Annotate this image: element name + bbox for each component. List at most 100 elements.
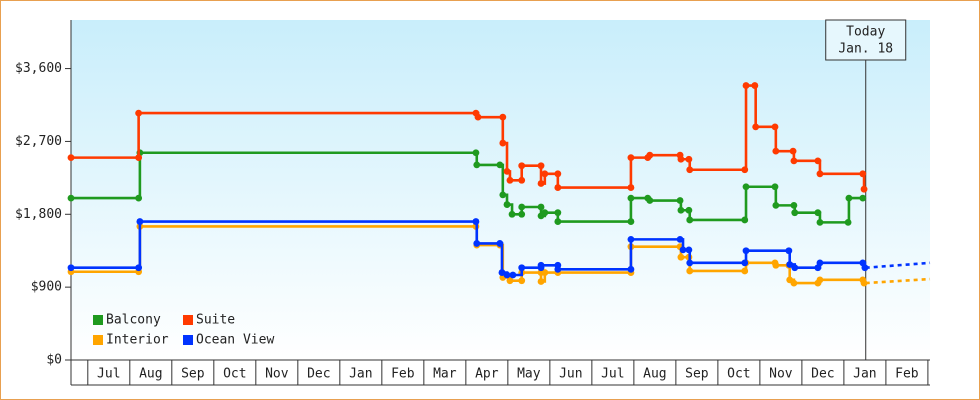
point: [135, 194, 143, 202]
point: [518, 264, 526, 272]
point: [627, 235, 635, 243]
point: [503, 201, 511, 208]
point: [508, 210, 516, 218]
point: [786, 261, 794, 268]
point: [860, 185, 868, 193]
plot-area: [71, 20, 930, 360]
y-tick-label: $0: [46, 353, 62, 368]
point: [541, 170, 549, 178]
today-label: Jan. 18: [838, 42, 893, 57]
legend-swatch: [93, 315, 103, 325]
point: [627, 218, 635, 225]
x-tick-label: Sep: [685, 367, 709, 382]
x-tick-label: Oct: [223, 367, 246, 382]
point: [506, 277, 514, 285]
point: [67, 264, 75, 272]
x-tick-label: Feb: [895, 367, 919, 382]
point: [537, 278, 545, 285]
point: [554, 170, 562, 178]
point: [741, 259, 749, 267]
point: [859, 194, 867, 202]
point: [518, 210, 526, 218]
x-tick-label: Jul: [97, 367, 120, 382]
projection-line: [865, 277, 931, 285]
point: [686, 267, 694, 275]
point: [686, 166, 694, 174]
point: [790, 279, 798, 287]
point: [499, 139, 507, 147]
point: [816, 218, 824, 226]
point: [537, 162, 545, 170]
point: [472, 149, 480, 157]
point: [791, 209, 799, 217]
x-tick-label: Nov: [265, 367, 289, 382]
legend-swatch: [183, 315, 193, 325]
point: [789, 147, 797, 155]
point: [498, 269, 506, 276]
x-tick-label: May: [517, 367, 541, 382]
point: [537, 180, 545, 187]
point: [816, 276, 824, 284]
point: [135, 109, 143, 117]
point: [646, 151, 654, 159]
legend-label: Interior: [106, 333, 169, 348]
point: [503, 167, 511, 175]
point: [751, 82, 759, 89]
point: [685, 246, 693, 254]
point: [742, 183, 750, 191]
x-tick-label: Apr: [475, 367, 499, 382]
point: [742, 82, 750, 89]
point: [472, 218, 480, 225]
point: [627, 194, 635, 202]
point: [496, 161, 504, 169]
point: [686, 216, 694, 224]
projection-line: [865, 261, 931, 270]
point: [679, 246, 687, 254]
point: [67, 194, 75, 202]
point: [685, 155, 693, 163]
point: [814, 157, 822, 165]
legend-swatch: [93, 335, 103, 345]
x-tick-label: Jan: [853, 367, 876, 382]
point: [518, 277, 526, 285]
legend-label: Suite: [196, 313, 235, 328]
point: [518, 176, 526, 184]
point: [844, 218, 852, 226]
layer: $0 $900 $1,800 $2,700 $3,600 Jul Aug Sep Oct Nov D…: [15, 19, 931, 386]
point: [816, 259, 824, 267]
x-tick-label: Jun: [559, 367, 582, 382]
point: [499, 113, 507, 121]
point: [541, 269, 549, 276]
point: [676, 197, 684, 204]
point: [741, 267, 749, 275]
point: [742, 247, 750, 255]
x-tick-label: Aug: [139, 367, 162, 382]
point: [859, 170, 867, 178]
point: [537, 261, 545, 269]
point: [860, 279, 868, 287]
point: [677, 206, 685, 214]
point: [518, 203, 526, 211]
legend-swatch: [183, 335, 193, 345]
point: [496, 240, 504, 247]
x-tick-label: Oct: [727, 367, 750, 382]
x-tick-label: Mar: [433, 367, 457, 382]
point: [503, 271, 511, 279]
point: [627, 184, 635, 191]
point: [135, 154, 143, 162]
point: [791, 264, 799, 272]
point: [537, 203, 545, 211]
x-tick-label: Jan: [349, 367, 372, 382]
y-tick-label: $1,800: [15, 207, 62, 222]
today-label: Today: [846, 25, 885, 40]
x-tick-label: Feb: [391, 367, 415, 382]
point: [541, 209, 549, 217]
point: [473, 161, 481, 169]
point: [771, 123, 779, 131]
x-tick-label: Jul: [601, 367, 624, 382]
point: [677, 155, 685, 163]
point: [67, 154, 75, 162]
today-box: [825, 19, 907, 61]
point: [136, 218, 144, 225]
